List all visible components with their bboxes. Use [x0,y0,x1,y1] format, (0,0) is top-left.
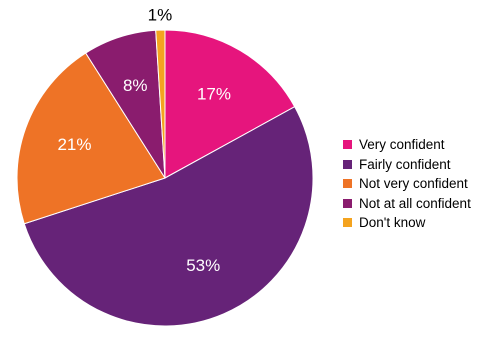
pie-slice-not-very-confident [16,52,166,225]
legend-label: Not very confident [359,176,468,192]
data-label-very-confident: 17% [197,85,231,104]
pie-slice-very-confident [164,29,296,179]
legend: Very confident Fairly confident Not very… [343,135,471,233]
legend-label: Fairly confident [359,156,451,172]
legend-label: Very confident [359,137,445,153]
legend-swatch [343,140,352,150]
legend-swatch [343,179,352,189]
legend-swatch [343,159,352,169]
legend-item-fairly-confident: Fairly confident [343,155,471,175]
legend-label: Not at all confident [359,195,471,211]
data-label-dont-know: 1% [148,6,173,25]
legend-item-dont-know: Don't know [343,213,471,233]
legend-swatch [343,198,352,208]
legend-swatch [343,218,352,228]
pie-slice-fairly-confident [23,106,314,327]
data-label-not-at-all-confident: 8% [123,76,148,95]
data-label-fairly-confident: 53% [186,256,220,275]
legend-item-not-at-all-confident: Not at all confident [343,194,471,214]
legend-label: Don't know [359,215,426,231]
data-label-not-very-confident: 21% [57,135,91,154]
legend-item-very-confident: Very confident [343,135,471,155]
legend-item-not-very-confident: Not very confident [343,174,471,194]
pie-slice-dont-know [155,29,166,179]
